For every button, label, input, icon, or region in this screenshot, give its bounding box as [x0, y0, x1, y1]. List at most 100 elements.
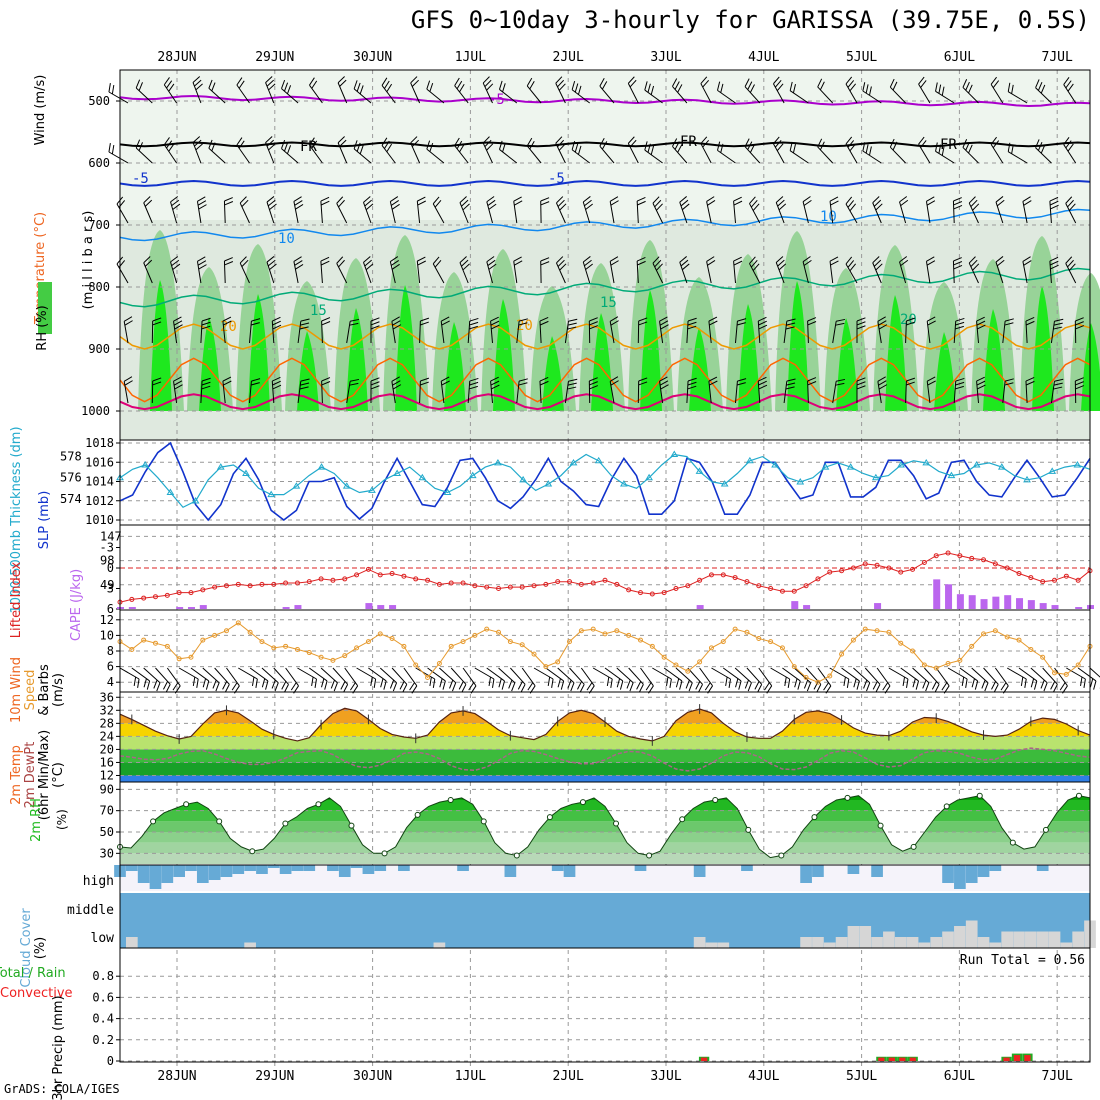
wind-barb-flag	[420, 321, 429, 326]
wind-barb	[208, 79, 226, 104]
wind10m-barb-flag	[872, 681, 878, 690]
wind-barb-flag	[920, 140, 927, 148]
wind10m-axis-label: (m/s)	[51, 673, 66, 707]
chart-title: GFS 0~10day 3-hourly for GARISSA (39.75E…	[410, 6, 1090, 34]
wind-barb-flag	[238, 80, 245, 89]
wind-barb	[856, 317, 866, 343]
wind-barb-flag	[965, 81, 970, 91]
wind-barb-flag	[733, 260, 743, 266]
wind-barb-flag	[135, 139, 141, 149]
wind-barb-flag	[862, 142, 866, 152]
wind10m-barb	[356, 667, 377, 688]
wind-barb-flag	[410, 76, 418, 84]
wind10m-speed-line	[119, 622, 1091, 683]
lifted-index-marker	[271, 581, 277, 587]
wind-barb-flag	[108, 143, 111, 153]
wind10m-barb-flag	[1059, 682, 1066, 691]
wind-barb-flag	[677, 84, 683, 93]
cloud-low-bar	[859, 926, 872, 948]
wind-barb-flag	[568, 318, 578, 322]
wind-barb-flag	[568, 378, 578, 382]
lifted-index-marker	[626, 587, 632, 593]
lifted-index-marker	[1052, 577, 1058, 583]
wind10m-barb	[758, 667, 773, 694]
wind-barb-flag	[320, 260, 330, 266]
wind-barb	[309, 137, 323, 164]
wind-barb-flag	[417, 260, 426, 266]
wind-barb-flag	[1075, 377, 1084, 382]
wind10m-marker	[862, 626, 868, 632]
wind10m-marker	[354, 645, 360, 651]
wind10m-marker	[200, 637, 206, 643]
wind10m-marker	[1075, 662, 1081, 668]
wind-barb-flag	[679, 256, 687, 263]
wind-barb-flag	[873, 259, 882, 267]
wind-barb-flag	[995, 256, 1004, 263]
rh2m-marker	[183, 801, 190, 808]
wind-barb	[432, 196, 445, 224]
wind-barb-flag	[1035, 79, 1040, 88]
rh2m-marker	[1042, 826, 1049, 833]
wind10m-barb-flag	[1080, 676, 1083, 686]
lifted-index-axis-label: Lifted Index	[9, 561, 24, 638]
wind-barb-flag	[143, 256, 151, 264]
cape-bar	[803, 605, 811, 609]
wind-barb-flag	[927, 380, 936, 386]
wind10m-marker	[176, 656, 182, 662]
wind-barb	[143, 256, 153, 284]
wind-barb-flag	[733, 256, 742, 262]
wind-barb-flag	[777, 199, 785, 207]
wind-barb-flag	[674, 141, 680, 150]
wind-barb-flag	[589, 317, 598, 322]
wind-barb-flag	[420, 377, 430, 382]
wind10m-barb-flag	[1083, 678, 1086, 688]
wind-barb-flag	[152, 377, 162, 382]
cloud-high-bar	[125, 865, 138, 871]
wind-barb-flag	[920, 80, 927, 88]
cape-bar	[696, 605, 704, 609]
wind-barb	[222, 316, 232, 344]
wind-barb-flag	[652, 256, 660, 264]
wind-barb-flag	[299, 386, 309, 390]
wind10m-marker	[1040, 654, 1046, 660]
slp-tick-label: 1018	[85, 436, 114, 450]
wind10m-barb-flag	[636, 681, 642, 690]
cloud-level-high: high	[83, 874, 114, 889]
wind-barb-flag	[672, 78, 678, 87]
temp-band	[120, 723, 1090, 737]
wind10m-barb	[119, 667, 140, 688]
wind10m-barb-flag	[823, 682, 829, 691]
wind10m-barb-flag	[1050, 681, 1056, 690]
cross-section-tick-label: 1000	[81, 404, 110, 418]
wind-barb-flag	[526, 77, 533, 87]
wind-barb	[925, 256, 936, 284]
wind10m-barb-shaft	[1089, 667, 1100, 678]
cloud-high-bar	[634, 865, 647, 871]
wind10m-barb-flag	[629, 682, 634, 692]
wind-barb-flag	[224, 261, 234, 266]
wind-barb	[346, 378, 360, 404]
wind-barb-flag	[965, 141, 970, 151]
wind-barb-flag	[518, 378, 528, 382]
precip-convective-bar	[1024, 1055, 1031, 1061]
wind10m-marker	[318, 654, 324, 660]
cape-bar	[992, 596, 1000, 609]
thickness-marker	[292, 482, 301, 489]
wind10m-barb-flag	[402, 684, 408, 693]
wind-barb-flag	[268, 83, 276, 91]
wind10m-marker	[732, 626, 738, 632]
wind10m-barb	[415, 667, 436, 688]
wind10m-barb-shaft	[829, 667, 850, 680]
wind-barb	[652, 196, 664, 224]
wind-barb-flag	[272, 320, 281, 326]
wind-barb	[135, 79, 153, 104]
wind-barb-flag	[1022, 196, 1031, 202]
lifted-index-marker	[377, 572, 383, 578]
lifted-index-marker	[602, 577, 608, 583]
cloud-high-bar	[812, 865, 824, 877]
cloud-high-bar	[350, 865, 363, 868]
wind10m-barb	[770, 667, 791, 688]
wind-barb	[363, 256, 374, 284]
wind-barb-flag	[758, 324, 768, 330]
wind10m-barb-flag	[666, 676, 669, 686]
